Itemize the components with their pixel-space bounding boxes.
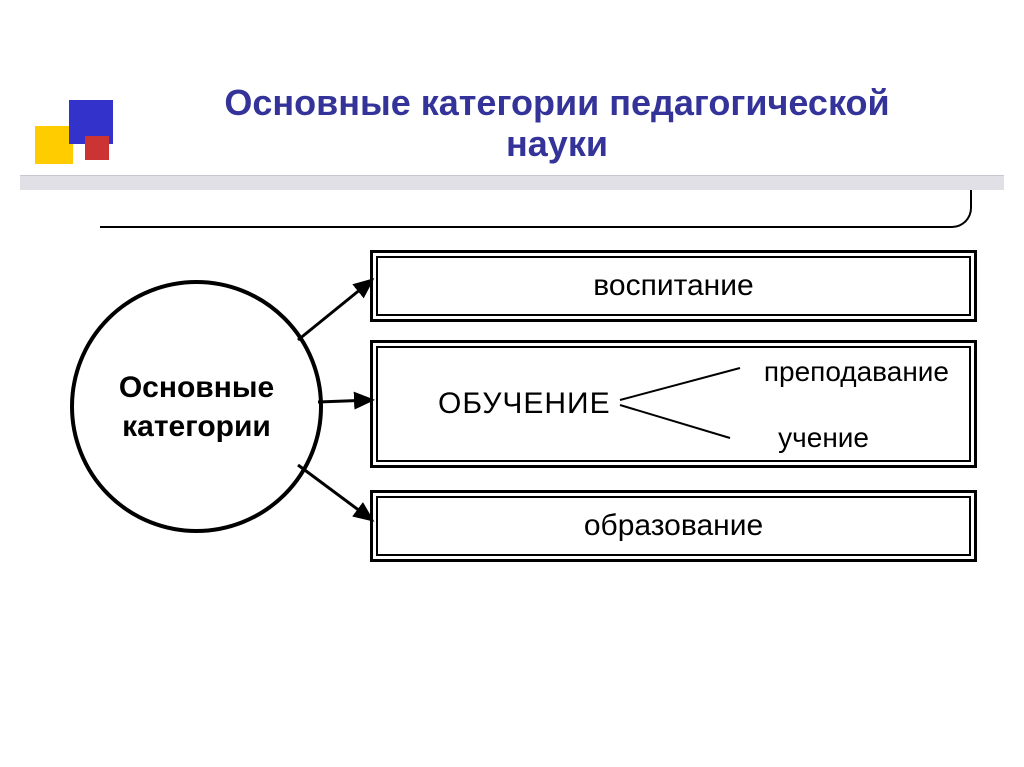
- box-vospitanie: воспитание: [370, 250, 977, 322]
- oval-line2: категории: [122, 407, 271, 446]
- top-curve: [100, 190, 972, 228]
- label-obuchenie: ОБУЧЕНИЕ: [438, 387, 611, 421]
- box-obrazovanie-inner: образование: [376, 496, 971, 556]
- decor-squares: [35, 100, 135, 180]
- title-line2: науки: [506, 123, 608, 164]
- label-uchenie: учение: [778, 422, 869, 454]
- label-vospitanie: воспитание: [593, 269, 753, 303]
- title-underline: [20, 175, 1004, 190]
- main-arrow: [298, 280, 372, 340]
- label-prepodavanie: преподавание: [764, 356, 949, 388]
- decor-square: [85, 136, 109, 160]
- box-vospitanie-inner: воспитание: [376, 256, 971, 316]
- title-line1: Основные категории педагогической: [224, 82, 889, 123]
- main-arrow: [298, 465, 372, 520]
- source-oval: Основные категории: [70, 280, 323, 533]
- box-obuchenie-inner: ОБУЧЕНИЕ преподавание учение: [376, 346, 971, 462]
- decor-square: [35, 126, 73, 164]
- diagram-area: Основные категории воспитание ОБУЧЕНИЕ п…: [60, 190, 970, 590]
- main-arrow: [318, 400, 372, 402]
- box-obrazovanie: образование: [370, 490, 977, 562]
- label-obrazovanie: образование: [584, 509, 763, 543]
- oval-line1: Основные: [119, 368, 274, 407]
- box-obuchenie: ОБУЧЕНИЕ преподавание учение: [370, 340, 977, 468]
- slide-title: Основные категории педагогической науки: [130, 82, 984, 165]
